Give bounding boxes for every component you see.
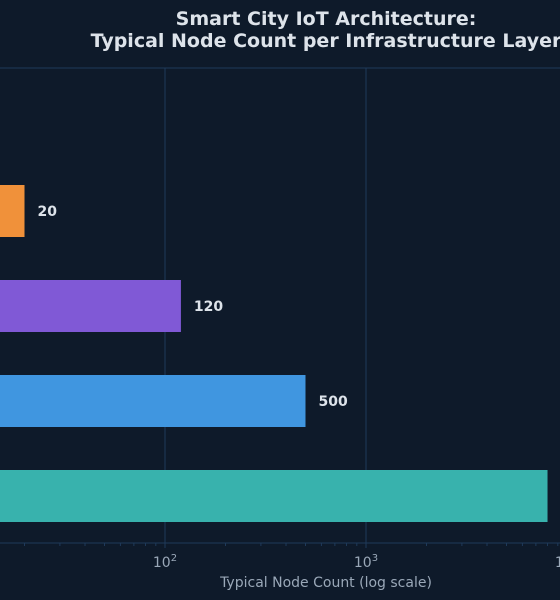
chart-title-line-2: Typical Node Count per Infrastructure La… (91, 30, 560, 52)
x-tick-label-base: 10 (555, 555, 560, 571)
bar (0, 185, 25, 237)
bar (0, 470, 548, 522)
x-tick-label: 104 (555, 553, 560, 571)
bar (0, 375, 306, 427)
x-tick-label-base: 10 (354, 555, 372, 571)
x-tick-label-exponent: 3 (372, 553, 378, 564)
chart-title-line-1: Smart City IoT Architecture: (176, 8, 477, 30)
x-tick-label-exponent: 2 (171, 553, 177, 564)
bars: 20 120 500 (0, 185, 548, 522)
bar-value-label: 120 (194, 299, 223, 315)
x-tick-label-base: 10 (153, 555, 171, 571)
x-axis-label: Typical Node Count (log scale) (219, 575, 432, 591)
bar-value-label: 500 (318, 394, 347, 410)
x-ticks: 102103104 (24, 543, 560, 571)
bar (0, 280, 181, 332)
bar-value-label: 20 (38, 204, 58, 220)
x-tick-label: 103 (354, 553, 378, 571)
x-tick-label: 102 (153, 553, 177, 571)
